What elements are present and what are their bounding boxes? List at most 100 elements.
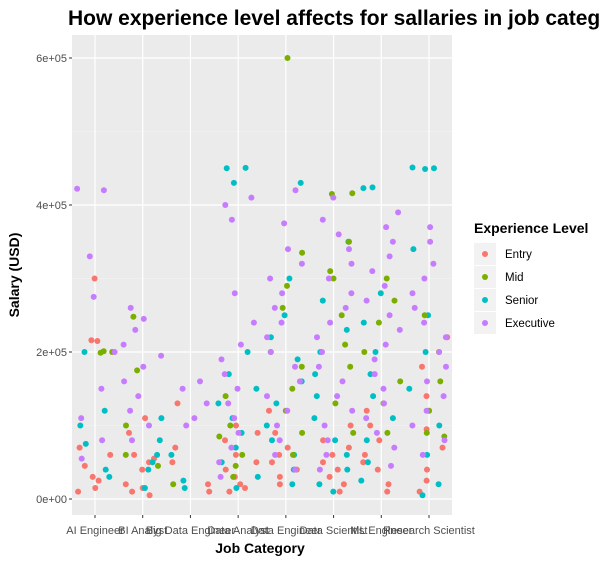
- data-point-executive: [237, 341, 244, 348]
- data-point-executive: [296, 378, 303, 385]
- y-tick-label: 4e+05: [36, 200, 67, 212]
- data-point-mid: [298, 363, 305, 370]
- data-point-mid: [284, 282, 290, 289]
- data-point-senior: [422, 166, 429, 172]
- data-point-executive: [90, 293, 97, 300]
- data-point-mid: [170, 481, 177, 488]
- data-point-executive: [111, 349, 118, 355]
- data-point-senior: [281, 312, 288, 319]
- data-point-executive: [78, 415, 85, 422]
- data-point-executive: [267, 275, 274, 282]
- data-point-entry: [367, 422, 374, 429]
- data-point-executive: [424, 378, 430, 385]
- data-point-entry: [320, 459, 326, 466]
- x-tick-label: Data Engineer: [251, 525, 322, 537]
- data-point-mid: [134, 367, 141, 374]
- data-point-mid: [122, 451, 129, 458]
- x-tick-label: Data Scientist: [300, 525, 368, 537]
- data-point-entry: [172, 444, 179, 451]
- legend-label-executive: Executive: [505, 318, 555, 330]
- data-point-executive: [339, 378, 346, 385]
- data-point-executive: [284, 407, 291, 414]
- data-point-mid: [342, 341, 349, 348]
- data-point-executive: [127, 407, 134, 414]
- legend-key-entry: [482, 251, 488, 257]
- data-point-senior: [369, 184, 376, 191]
- data-point-senior: [244, 349, 251, 355]
- data-point-entry: [363, 407, 370, 414]
- data-point-entry: [336, 488, 343, 495]
- data-point-senior: [360, 319, 367, 326]
- data-point-executive: [363, 415, 370, 422]
- data-point-entry: [376, 437, 383, 444]
- data-point-mid: [97, 349, 104, 356]
- data-point-executive: [231, 415, 238, 422]
- data-point-executive: [121, 378, 128, 385]
- data-point-senior: [102, 466, 109, 473]
- data-point-executive: [86, 253, 93, 260]
- data-point-executive: [346, 246, 352, 253]
- data-point-executive: [381, 400, 387, 407]
- data-point-senior: [77, 422, 84, 429]
- data-point-mid: [384, 429, 391, 436]
- data-point-executive: [129, 437, 135, 444]
- data-point-mid: [230, 473, 237, 480]
- data-point-senior: [316, 481, 323, 488]
- data-point-senior: [180, 477, 187, 484]
- data-point-executive: [234, 385, 241, 392]
- data-point-senior: [82, 440, 89, 447]
- data-point-senior: [181, 485, 188, 491]
- data-point-entry: [384, 488, 391, 495]
- data-point-senior: [106, 473, 113, 480]
- data-point-entry: [131, 451, 138, 458]
- data-point-senior: [101, 407, 108, 414]
- data-point-executive: [383, 224, 390, 231]
- data-point-senior: [363, 437, 370, 444]
- data-point-senior: [406, 385, 413, 392]
- data-point-entry: [419, 363, 425, 370]
- data-point-senior: [242, 164, 249, 171]
- data-point-senior: [330, 488, 337, 495]
- data-point-senior: [254, 473, 261, 480]
- data-point-entry: [237, 481, 244, 488]
- data-point-mid: [155, 462, 161, 469]
- data-point-executive: [441, 437, 448, 444]
- data-point-executive: [427, 224, 434, 231]
- data-point-entry: [276, 473, 283, 480]
- data-point-executive: [380, 385, 387, 392]
- data-point-executive: [395, 209, 402, 216]
- data-point-entry: [91, 275, 98, 282]
- data-point-mid: [123, 422, 129, 429]
- data-point-mid: [279, 304, 286, 311]
- y-tick-label: 0e+00: [36, 494, 67, 506]
- data-point-executive: [179, 385, 186, 392]
- data-point-mid: [330, 275, 337, 282]
- data-point-senior: [312, 371, 319, 378]
- data-point-executive: [325, 275, 332, 282]
- data-point-senior: [410, 246, 417, 253]
- data-point-entry: [272, 429, 279, 436]
- major-gridlines: [72, 35, 452, 515]
- data-point-executive: [419, 451, 426, 458]
- data-point-entry: [76, 444, 83, 451]
- data-point-executive: [127, 304, 134, 311]
- y-tick-label: 6e+05: [36, 53, 67, 65]
- data-point-executive: [146, 422, 152, 429]
- data-point-executive: [316, 466, 323, 473]
- data-point-entry: [206, 488, 213, 495]
- data-point-senior: [343, 451, 350, 458]
- data-point-senior: [319, 297, 326, 304]
- y-axis: 0e+00 2e+05 4e+05 6e+05: [36, 53, 72, 506]
- data-point-mid: [284, 55, 291, 61]
- data-point-senior: [435, 481, 442, 488]
- data-point-executive: [158, 352, 165, 359]
- data-point-executive: [250, 319, 257, 326]
- data-point-senior: [343, 326, 350, 333]
- data-point-executive: [330, 194, 337, 201]
- data-point-senior: [215, 400, 222, 407]
- data-point-entry: [374, 466, 381, 473]
- data-point-senior: [419, 492, 426, 499]
- legend-key-executive: [482, 320, 488, 326]
- data-point-mid: [232, 462, 239, 469]
- data-point-executive: [348, 290, 355, 297]
